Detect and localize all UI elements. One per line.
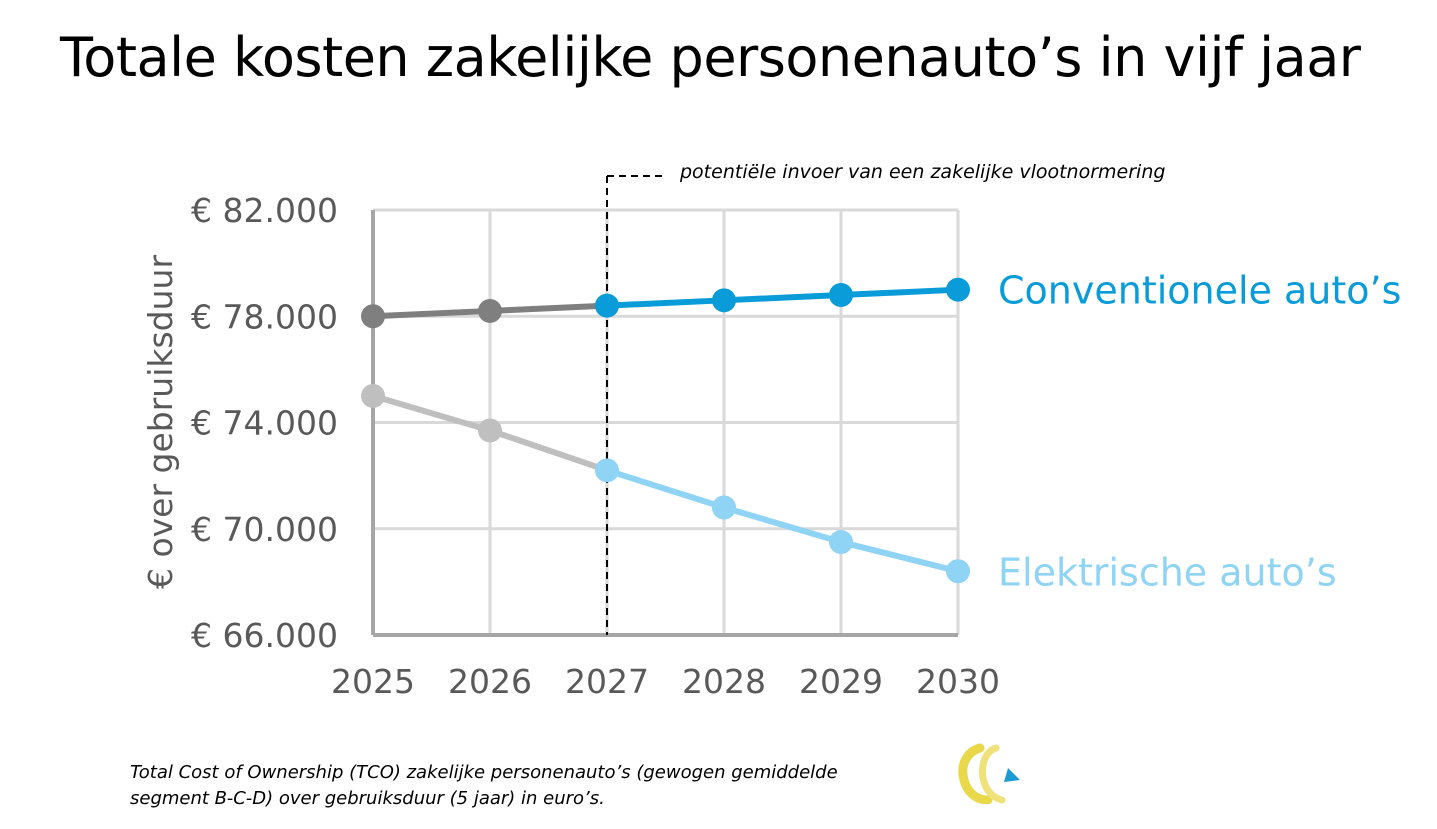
x-tick-label: 2026 xyxy=(448,662,532,701)
series-label-electric: Elektrische auto’s xyxy=(998,550,1337,594)
slide-title: Totale kosten zakelijke personenauto’s i… xyxy=(60,26,1361,89)
y-tick-label: € 66.000 xyxy=(191,616,338,655)
x-tick-label: 2028 xyxy=(682,662,766,701)
data-point-conventional xyxy=(829,283,853,307)
data-point-electric xyxy=(478,418,502,443)
series-segment-electric xyxy=(604,467,727,511)
organization-logo-icon xyxy=(958,743,1020,804)
series-segment-conventional xyxy=(721,292,844,304)
y-axis-label: € over gebruiksduur xyxy=(141,255,180,589)
series-segment-electric xyxy=(370,392,493,434)
y-tick-label: € 74.000 xyxy=(191,404,338,443)
axis-layer: € 82.000 € 78.000 € 74.000 € 70.000 € 66.000… xyxy=(191,191,1000,701)
series-layer xyxy=(361,277,970,584)
series-segment-electric xyxy=(721,504,844,546)
series-segment-conventional xyxy=(838,286,961,298)
series-segment-conventional xyxy=(487,302,610,314)
annotation-layer: potentiële invoer van een zakelijke vloo… xyxy=(606,161,1165,635)
caption-line-1: Total Cost of Ownership (TCO) zakelijke … xyxy=(130,762,838,783)
data-point-conventional xyxy=(478,298,502,323)
data-point-electric xyxy=(712,495,736,520)
x-tick-label: 2025 xyxy=(331,662,415,701)
data-point-conventional xyxy=(946,277,970,302)
y-tick-label: € 70.000 xyxy=(191,510,338,549)
data-point-electric xyxy=(946,559,970,584)
x-tick-label: 2029 xyxy=(799,662,883,701)
data-point-electric xyxy=(595,458,619,483)
series-label-conventional: Conventionele auto’s xyxy=(998,269,1401,313)
data-point-electric xyxy=(361,383,385,408)
x-tick-label: 2030 xyxy=(916,662,1000,701)
data-point-electric xyxy=(829,530,853,555)
x-tick-label: 2027 xyxy=(565,662,649,701)
data-point-conventional xyxy=(595,293,619,318)
data-point-conventional xyxy=(361,304,385,329)
label-layer: € over gebruiksduur Conventionele auto’s… xyxy=(141,255,1401,595)
chart-caption: Total Cost of Ownership (TCO) zakelijke … xyxy=(130,760,950,812)
y-tick-label: € 82.000 xyxy=(191,191,338,230)
series-segment-electric xyxy=(487,427,610,474)
series-segment-conventional xyxy=(604,297,727,309)
caption-line-2: segment B-C-D) over gebruiksduur (5 jaar… xyxy=(130,788,605,809)
data-point-conventional xyxy=(712,288,736,313)
series-segment-electric xyxy=(838,539,961,575)
series-segment-conventional xyxy=(370,307,493,320)
y-tick-label: € 78.000 xyxy=(191,297,338,336)
annotation-label: potentiële invoer van een zakelijke vloo… xyxy=(679,161,1165,183)
